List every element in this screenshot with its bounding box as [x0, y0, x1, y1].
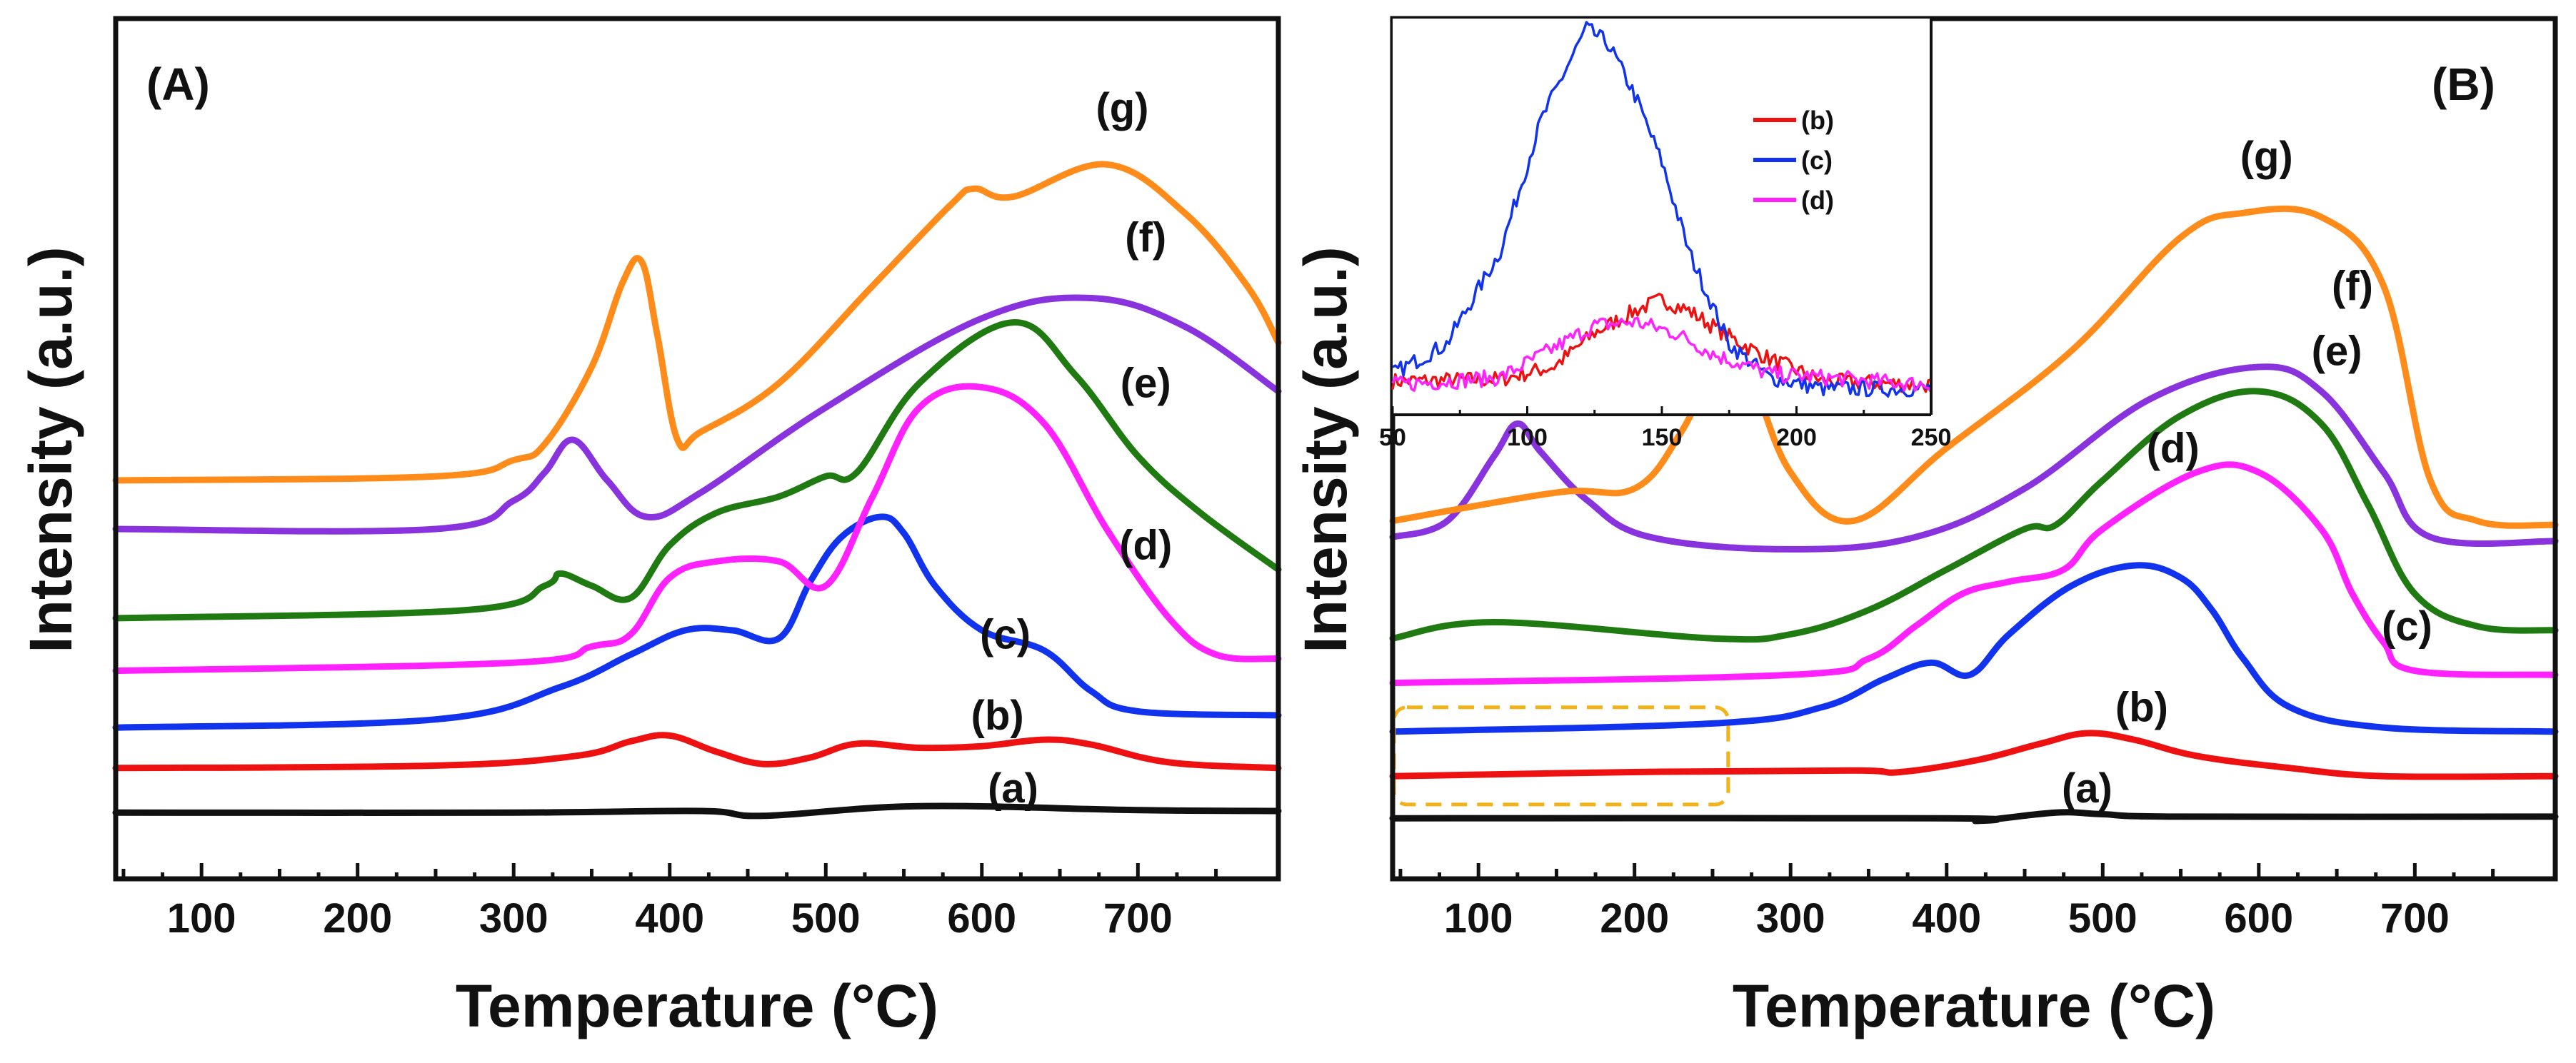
panel-b-series-g [1389, 205, 2559, 529]
panel-b-label-c: (c) [2382, 603, 2432, 650]
inset-chart: 50 100 150 200 250 (b) (c) (d) [1379, 19, 1951, 451]
inset-legend-label-c: (c) [1801, 146, 1833, 175]
inset-x-tick-label: 200 [1776, 424, 1817, 451]
panel-b-x-axis-title: Temperature (°C) [1733, 972, 2215, 1039]
panel-b-series-c [1389, 562, 2559, 735]
panel-a-label-a: (a) [988, 765, 1038, 812]
panel-a-x-tick-labels: 100 200 300 400 500 600 700 [167, 895, 1173, 942]
panel-a-series-e [112, 319, 1282, 622]
inset-x-tick-label: 250 [1911, 424, 1952, 451]
inset-background [1393, 19, 1931, 415]
panel-a-x-tick-label: 300 [479, 895, 548, 942]
panel-a: (a) (b) (c) (d) (e) (f) (g) 100 200 300 400 500 600… [17, 16, 1282, 1039]
inset-x-tick-labels: 50 100 150 200 250 [1379, 424, 1951, 451]
panel-b-label: (B) [2432, 59, 2495, 110]
panel-b-curves [1389, 205, 2559, 825]
panel-b-label-b: (b) [2115, 685, 2168, 731]
inset-x-tick-label: 100 [1507, 424, 1548, 451]
panel-a-x-tick-label: 500 [791, 895, 861, 942]
panel-a-y-axis-title: Intensity (a.u.) [17, 246, 84, 653]
panel-a-label: (A) [146, 59, 210, 110]
panel-a-series-f [112, 294, 1282, 535]
panel-b: (a)(b)(c)(d)(e)(f)(g) 100 200 300 400 500 600… [1292, 16, 2559, 1039]
panel-b-label-e: (e) [2312, 328, 2362, 374]
inset-legend: (b) (c) (d) [1753, 106, 1834, 215]
panel-b-x-tick-label: 300 [1756, 895, 1825, 942]
inset-x-tick-label: 150 [1642, 424, 1683, 451]
panel-b-series-b [1389, 730, 2559, 780]
panel-a-label-e: (e) [1121, 361, 1171, 407]
panel-a-series-c [112, 513, 1282, 731]
inset-legend-label-d: (d) [1801, 186, 1834, 215]
panel-a-x-tick-label: 100 [167, 895, 236, 942]
panel-a-series-labels: (a) (b) (c) (d) (e) (f) (g) [971, 85, 1173, 812]
inset-series-d [1391, 316, 1933, 393]
panel-a-x-tick-label: 200 [323, 895, 392, 942]
panel-b-x-tick-label: 400 [1912, 895, 1981, 942]
panel-a-label-b: (b) [971, 692, 1024, 739]
inset-legend-label-b: (b) [1801, 106, 1834, 135]
panel-b-frame [1390, 16, 2558, 882]
inset-x-ticks [1391, 406, 1933, 415]
panel-a-label-g: (g) [1096, 85, 1148, 131]
panel-a-label-d: (d) [1119, 523, 1172, 569]
panel-a-x-tick-label: 700 [1103, 895, 1173, 942]
inset-x-tick-label: 50 [1379, 424, 1406, 451]
panel-b-series-d [1389, 461, 2559, 687]
panel-b-series-e [1389, 388, 2559, 643]
panel-a-x-tick-label: 600 [947, 895, 1016, 942]
panel-b-x-ticks [1398, 863, 2495, 879]
panel-a-x-tick-label: 400 [635, 895, 704, 942]
panel-b-label-g: (g) [2240, 133, 2293, 180]
panel-b-x-tick-label: 200 [1600, 895, 1669, 942]
panel-a-frame [113, 16, 1281, 882]
panel-b-x-tick-labels: 100 200 300 400 500 600 700 [1444, 895, 2450, 942]
panel-b-label-f: (f) [2332, 263, 2373, 310]
panel-a-x-axis-title: Temperature (°C) [456, 972, 938, 1039]
panel-a-series-d [112, 383, 1282, 675]
panel-a-label-f: (f) [1125, 214, 1166, 261]
panel-a-label-c: (c) [980, 612, 1031, 658]
panel-a-series-g [112, 161, 1282, 484]
panel-a-curves [112, 161, 1282, 820]
panel-a-x-ticks [121, 863, 1218, 879]
inset-curves [1391, 21, 1933, 398]
panel-a-series-a [112, 802, 1282, 820]
panel-b-x-tick-label: 700 [2380, 895, 2450, 942]
panel-b-label-a: (a) [2062, 765, 2113, 812]
panel-b-label-d: (d) [2147, 425, 2200, 472]
panel-b-x-tick-label: 100 [1444, 895, 1513, 942]
panel-b-x-tick-label: 600 [2224, 895, 2293, 942]
panel-b-y-axis-title: Intensity (a.u.) [1292, 246, 1359, 653]
panel-b-series-a [1389, 809, 2559, 825]
panel-b-series-labels: (a)(b) (c) (d) (e) (f) (g) [2062, 133, 2432, 812]
panel-b-series-f [1389, 363, 2559, 553]
panel-b-x-tick-label: 500 [2068, 895, 2138, 942]
panel-a-series-b [112, 732, 1282, 772]
